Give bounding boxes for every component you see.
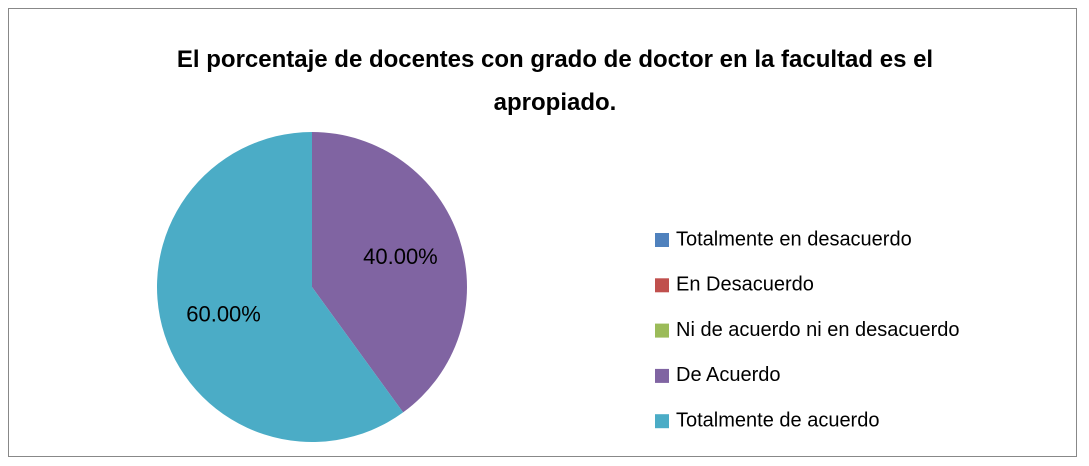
legend-label: Totalmente de acuerdo — [676, 409, 879, 431]
chart-frame — [8, 8, 1077, 457]
legend-swatch — [655, 368, 669, 383]
pie-slice — [157, 132, 404, 442]
pie-slice — [312, 132, 468, 413]
legend-swatch — [655, 233, 669, 247]
legend-label: Ni de acuerdo ni en desacuerdo — [676, 319, 960, 341]
legend-swatch — [655, 414, 669, 429]
legend-swatch — [655, 278, 669, 293]
data-label: 60.00% — [186, 302, 261, 327]
data-label: 40.00% — [363, 244, 438, 269]
legend-label: De Acuerdo — [676, 364, 781, 386]
legend-swatch — [655, 323, 669, 338]
legend-label: Totalmente en desacuerdo — [676, 228, 912, 250]
legend-label: En Desacuerdo — [676, 274, 814, 296]
chart-title: El porcentaje de docentes con grado de d… — [176, 46, 934, 116]
